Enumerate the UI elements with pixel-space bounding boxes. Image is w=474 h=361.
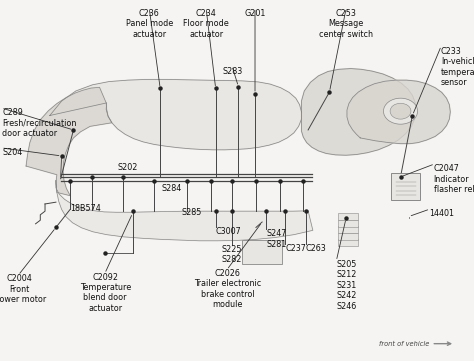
Text: 18B574: 18B574 bbox=[70, 204, 101, 213]
Text: S204: S204 bbox=[2, 148, 23, 157]
FancyBboxPatch shape bbox=[338, 226, 358, 233]
Text: S205
S212
S231
S242
S246: S205 S212 S231 S242 S246 bbox=[337, 260, 357, 310]
Ellipse shape bbox=[383, 98, 418, 124]
Text: C237: C237 bbox=[285, 244, 306, 253]
Text: 14401: 14401 bbox=[429, 209, 454, 218]
Text: C2092
Temperature
blend door
actuator: C2092 Temperature blend door actuator bbox=[80, 273, 131, 313]
Text: S247
S281: S247 S281 bbox=[266, 229, 287, 249]
Text: C253
Message
center switch: C253 Message center switch bbox=[319, 9, 373, 39]
Text: S225
S282: S225 S282 bbox=[222, 245, 242, 264]
FancyBboxPatch shape bbox=[338, 220, 358, 227]
Text: C289
Fresh/recirculation
door actuator: C289 Fresh/recirculation door actuator bbox=[2, 108, 77, 138]
Text: S284: S284 bbox=[161, 184, 182, 193]
Polygon shape bbox=[347, 80, 450, 144]
Ellipse shape bbox=[390, 103, 411, 119]
Text: S285: S285 bbox=[181, 208, 201, 217]
Text: C2026
Trailer electronic
brake control
module: C2026 Trailer electronic brake control m… bbox=[194, 269, 261, 309]
Text: C236
Panel mode
actuator: C236 Panel mode actuator bbox=[126, 9, 173, 39]
Text: C2004
Front
blower motor: C2004 Front blower motor bbox=[0, 274, 46, 304]
FancyBboxPatch shape bbox=[338, 233, 358, 240]
FancyBboxPatch shape bbox=[391, 173, 420, 200]
Text: C2047
Indicator
flasher relay: C2047 Indicator flasher relay bbox=[434, 164, 474, 194]
Polygon shape bbox=[50, 79, 301, 150]
Text: C3007: C3007 bbox=[216, 227, 241, 236]
Polygon shape bbox=[26, 87, 112, 196]
Text: C234
Floor mode
actuator: C234 Floor mode actuator bbox=[183, 9, 229, 39]
FancyBboxPatch shape bbox=[338, 213, 358, 220]
FancyBboxPatch shape bbox=[242, 240, 282, 264]
Text: S202: S202 bbox=[118, 163, 138, 172]
Text: C233
In-vehicle
temperature
sensor: C233 In-vehicle temperature sensor bbox=[441, 47, 474, 87]
Text: S283: S283 bbox=[222, 67, 242, 76]
Polygon shape bbox=[301, 69, 416, 155]
Text: G201: G201 bbox=[244, 9, 266, 18]
Text: C263: C263 bbox=[306, 244, 327, 253]
FancyBboxPatch shape bbox=[338, 239, 358, 246]
Text: front of vehicle: front of vehicle bbox=[379, 341, 429, 347]
Polygon shape bbox=[56, 180, 313, 241]
